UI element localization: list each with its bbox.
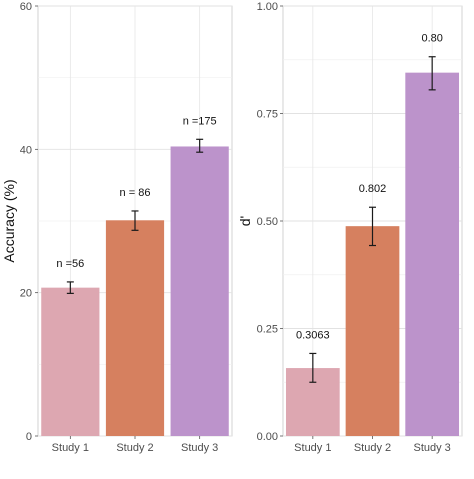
accuracy-bar-2 — [105, 220, 165, 436]
d-prime-panel: 0.3063 0.802 0.80 0.00 0.25 0.50 0.75 1.00 Study… — [237, 1, 463, 454]
dprime-bar-label-2: 0.802 — [359, 183, 387, 195]
dprime-bar-2 — [345, 226, 400, 436]
accuracy-bar-3 — [170, 146, 229, 436]
dprime-bar-label-1: 0.3063 — [296, 329, 330, 341]
dprime-x-tick-label-1: Study 1 — [294, 442, 331, 454]
accuracy-y-tick-label: 20 — [20, 288, 32, 300]
dprime-y-tick-label: 0.75 — [257, 109, 278, 121]
accuracy-y-axis-title: Accuracy (%) — [1, 179, 17, 262]
dprime-y-axis-title: d' — [237, 216, 253, 226]
accuracy-bar-label-1: n =56 — [56, 258, 84, 270]
accuracy-x-tick-label-1: Study 1 — [52, 442, 89, 454]
accuracy-y-tick-label: 40 — [20, 144, 32, 156]
dprime-y-tick-label: 1.00 — [257, 1, 278, 13]
accuracy-bar-label-3: n =175 — [183, 115, 217, 127]
accuracy-bar-1 — [41, 287, 100, 436]
accuracy-y-tick-label: 60 — [20, 1, 32, 13]
dprime-y-tick-label: 0.50 — [257, 216, 278, 228]
dprime-bar-label-3: 0.80 — [421, 33, 442, 45]
accuracy-x-tick-label-2: Study 2 — [116, 442, 153, 454]
dprime-y-tick-label: 0.25 — [257, 324, 278, 336]
dprime-bar-3 — [405, 72, 460, 437]
accuracy-x-tick-label-3: Study 3 — [181, 442, 218, 454]
accuracy-y-tick-label: 0 — [26, 431, 32, 443]
dprime-x-tick-label-3: Study 3 — [414, 442, 451, 454]
dprime-y-tick-label: 0.00 — [257, 431, 278, 443]
accuracy-bar-label-2: n = 86 — [120, 187, 151, 199]
dprime-x-tick-label-2: Study 2 — [354, 442, 391, 454]
accuracy-panel: n =56 n = 86 n =175 0 20 40 60 Study 1 Study 2 St… — [1, 1, 233, 454]
